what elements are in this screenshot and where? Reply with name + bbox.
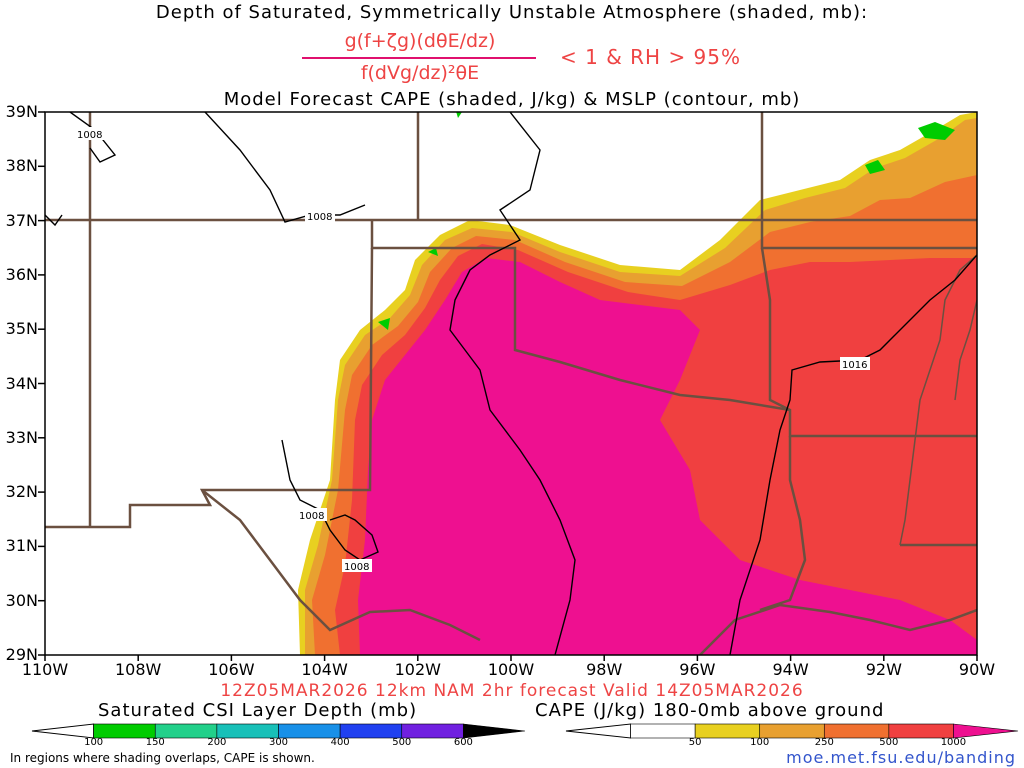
colorbar-swatch [694, 723, 761, 739]
contour-label: 1016 [842, 360, 867, 371]
colorbar-swatch [154, 723, 218, 739]
csi-patch [378, 318, 390, 330]
lon-label: 102W [394, 660, 441, 679]
mslp-contours [45, 112, 977, 655]
colorbar-tick-label: 300 [268, 737, 289, 748]
lat-label: 36N [5, 264, 38, 284]
lat-label: 30N [5, 590, 38, 610]
state-boundaries [45, 112, 977, 655]
title-line-3: Model Forecast CAPE (shaded, J/kg) & MSL… [223, 89, 801, 110]
colorbar-swatch [888, 723, 954, 739]
contour-label: 1008 [307, 212, 332, 223]
colorbar-swatch [759, 723, 825, 739]
colorbar-swatch [823, 723, 890, 739]
colorbar-tick-label: 150 [145, 737, 165, 748]
colorbar-swatch [953, 723, 1019, 739]
lon-label: 98W [586, 660, 623, 679]
colorbar-tick-label: 50 [688, 737, 702, 748]
cape-colorbar-title: CAPE (J/kg) 180-0mb above ground [535, 700, 885, 721]
lat-label: 31N [5, 536, 38, 556]
footnote: In regions where shading overlaps, CAPE … [10, 751, 315, 765]
colorbar-arrow-left [31, 723, 95, 739]
lon-label: 92W [865, 660, 902, 679]
colorbar-swatch [463, 723, 526, 739]
lat-label: 34N [5, 373, 38, 393]
valid-time-line: 12Z05MAR2026 12km NAM 2hr forecast Valid… [220, 681, 804, 701]
colorbar-swatch [216, 723, 279, 739]
lat-label: 37N [5, 210, 38, 230]
colorbar-tick-label: 500 [879, 737, 899, 748]
lon-label: 90W [958, 660, 996, 679]
colorbar-tick-label: 400 [330, 737, 350, 748]
colorbar-swatch [630, 723, 696, 739]
rivers [899, 254, 977, 546]
csi-shading [378, 112, 955, 330]
lat-label: 33N [5, 427, 38, 447]
colorbar-tick-label: 600 [453, 737, 473, 748]
formula-fraction-bar [302, 57, 536, 59]
lat-label: 29N [5, 645, 38, 664]
lon-label: 96W [679, 660, 716, 679]
axis-ticks [38, 111, 978, 661]
colorbar-swatch [93, 723, 156, 739]
contour-label: 1008 [299, 511, 324, 522]
lat-label: 35N [5, 319, 38, 339]
colorbar-tick-label: 1000 [940, 737, 967, 748]
lon-label: 106W [208, 660, 255, 679]
colorbar-swatch [339, 723, 403, 739]
lon-label: 100W [487, 660, 535, 679]
colorbar-tick-label: 100 [84, 737, 104, 748]
lon-label: 94W [772, 660, 809, 679]
colorbar-swatch [401, 723, 464, 739]
title-line-1: Depth of Saturated, Symmetrically Unstab… [155, 2, 869, 23]
lat-label: 38N [5, 156, 38, 176]
colorbars [31, 723, 1019, 739]
colorbar-tick-label: 500 [392, 737, 412, 748]
lon-label: 108W [115, 660, 162, 679]
csi-colorbar [31, 723, 526, 739]
cape-colorbar [565, 723, 1019, 739]
formula-denominator: f(dVg/dz)²θE [360, 62, 480, 84]
colorbar-swatch [278, 723, 341, 739]
formula-condition: < 1 & RH > 95% [560, 45, 742, 69]
colorbar-tick-label: 100 [750, 737, 770, 748]
colorbar-tick-label: 250 [814, 737, 834, 748]
colorbar-tick-label: 200 [207, 737, 227, 748]
contour-label: 1008 [344, 562, 369, 573]
lat-label: 32N [5, 482, 38, 502]
cape-1000-shade [358, 258, 977, 655]
csi-colorbar-title: Saturated CSI Layer Depth (mb) [98, 700, 418, 721]
formula-numerator: g(f+ζg)(dθE/dz) [344, 30, 496, 52]
lon-label: 104W [301, 660, 348, 679]
colorbar-arrow-left [565, 723, 632, 739]
lat-label: 39N [5, 102, 38, 121]
csi-patch [428, 248, 438, 256]
csi-patch [918, 122, 955, 140]
csi-patch [456, 112, 462, 118]
lon-label: 110W [21, 660, 69, 679]
contour-label: 1008 [77, 130, 102, 141]
site-link[interactable]: moe.met.fsu.edu/banding [786, 748, 1016, 767]
csi-patch [865, 160, 885, 174]
contour-labels: 1008 1008 1008 1008 1016 [75, 127, 870, 573]
